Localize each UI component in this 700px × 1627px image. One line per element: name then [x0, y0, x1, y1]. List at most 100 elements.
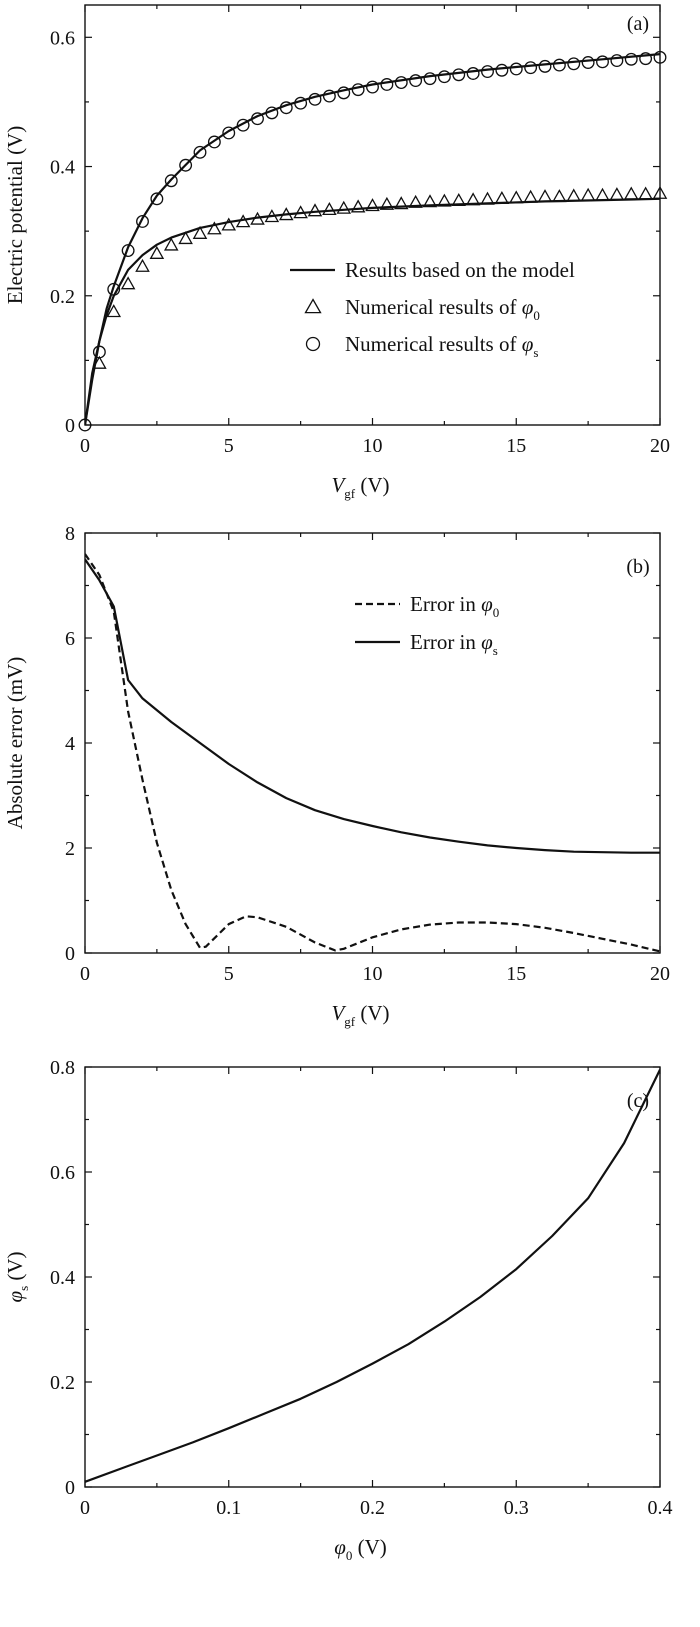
triangle-point [451, 192, 467, 206]
panel-label: (b) [626, 556, 649, 578]
triangle-point [235, 214, 251, 228]
circle-point [581, 56, 595, 69]
circle-point [639, 52, 653, 66]
triangle-point [163, 237, 179, 251]
legend-label: Error in φs [410, 630, 498, 658]
triangle-point [609, 187, 625, 201]
chart-panel-b: 0 5 10 15 20 0 2 4 6 8 (b) Vgf (V) Absolute error (m… [3, 523, 670, 1029]
legend-swatch-circle [305, 336, 321, 352]
triangle-point [480, 191, 495, 205]
circle-point [366, 80, 379, 94]
circle-point [409, 74, 423, 88]
plot-frame [84, 1066, 661, 1488]
y-tick-label: 0.4 [50, 1267, 75, 1289]
circle-point [179, 158, 193, 172]
triangle-point [652, 185, 668, 199]
legend-label: Numerical results of φs [345, 332, 538, 360]
circle-point [251, 112, 264, 126]
panel-label: (c) [627, 1090, 649, 1112]
legend-label: Results based on the model [345, 258, 575, 282]
triangle-point [221, 217, 237, 231]
plot-frame [84, 532, 661, 954]
x-tick-label: 0 [80, 435, 90, 457]
triangle-point [494, 191, 510, 205]
chart-panel-c: 0 0.1 0.2 0.3 0.4 0 0.2 0.4 0.6 0.8 (c) φ0 (V) φs (V… [3, 1057, 673, 1563]
triangle-point [192, 225, 208, 239]
legend-label: Numerical results of φ0 [345, 295, 540, 323]
triangle-point [135, 258, 150, 272]
x-tick-label: 20 [650, 435, 670, 457]
y-axis-title: Absolute error (mV) [3, 657, 27, 830]
y-tick-label: 6 [65, 628, 75, 650]
x-tick-label: 0 [80, 1497, 90, 1519]
y-tick-label: 0 [65, 1477, 75, 1499]
circle-point [236, 118, 250, 132]
circle-point [78, 418, 92, 432]
circle-point [495, 63, 509, 77]
y-tick-label: 0.2 [50, 1372, 75, 1394]
circle-point [423, 72, 437, 86]
triangle-point [408, 194, 423, 208]
circle-point [452, 68, 466, 82]
y-tick-label: 4 [65, 733, 75, 755]
circle-point [380, 78, 394, 91]
triangle-point [307, 203, 323, 217]
x-tick-label: 0.4 [648, 1497, 673, 1519]
circle-point [164, 174, 178, 188]
triangle-point [537, 189, 553, 203]
triangle-point [437, 193, 452, 207]
x-tick-label: 5 [224, 435, 234, 457]
circle-point [351, 83, 365, 97]
circle-point [279, 101, 293, 115]
triangle-point [422, 194, 438, 208]
plot-frame [84, 4, 661, 426]
legend-item: Error in φs [355, 630, 498, 658]
circle-point [481, 65, 494, 79]
circle-point [265, 106, 279, 120]
series-line-1 [85, 53, 660, 425]
series-dashed-0 [85, 553, 660, 953]
x-tick-label: 10 [363, 963, 383, 985]
triangle-point [552, 189, 567, 203]
circle-point [136, 215, 149, 228]
circle-point [524, 61, 538, 75]
triangle-point [178, 231, 193, 245]
circle-point [107, 282, 121, 296]
y-axis-title: Electric potential (V) [3, 126, 27, 304]
x-tick-label: 10 [363, 435, 383, 457]
series-line-0 [85, 1069, 660, 1483]
y-tick-label: 0 [65, 943, 75, 965]
circle-point [596, 55, 609, 69]
series-solid-1 [85, 558, 660, 854]
circle-point [624, 52, 638, 66]
y-tick-label: 0.2 [50, 286, 75, 308]
triangle-point [379, 196, 395, 210]
triangle-point [523, 189, 538, 203]
x-axis-title: Vgf (V) [331, 473, 389, 501]
triangle-point [293, 205, 308, 219]
y-tick-label: 0.8 [50, 1057, 75, 1079]
x-tick-label: 5 [224, 963, 234, 985]
triangle-point [336, 200, 352, 214]
x-tick-label: 15 [506, 435, 526, 457]
circle-point [308, 92, 322, 106]
triangle-point [580, 187, 596, 201]
triangle-point [465, 192, 481, 206]
triangle-point [595, 187, 610, 201]
circle-point [337, 86, 351, 100]
triangle-point [264, 209, 280, 223]
circle-point [552, 58, 566, 72]
legend-swatch-triangle [304, 298, 322, 314]
x-tick-label: 0 [80, 963, 90, 985]
x-tick-label: 0.1 [216, 1497, 241, 1519]
x-axis-title: φ0 (V) [334, 1535, 387, 1563]
circle-point [207, 135, 221, 149]
x-tick-label: 15 [506, 963, 526, 985]
triangle-point [566, 188, 582, 202]
circle-point [294, 96, 308, 110]
circle-point [121, 244, 135, 257]
triangle-point [393, 196, 409, 210]
triangle-point [365, 198, 380, 212]
legend-item: Numerical results of φ0 [304, 295, 540, 323]
